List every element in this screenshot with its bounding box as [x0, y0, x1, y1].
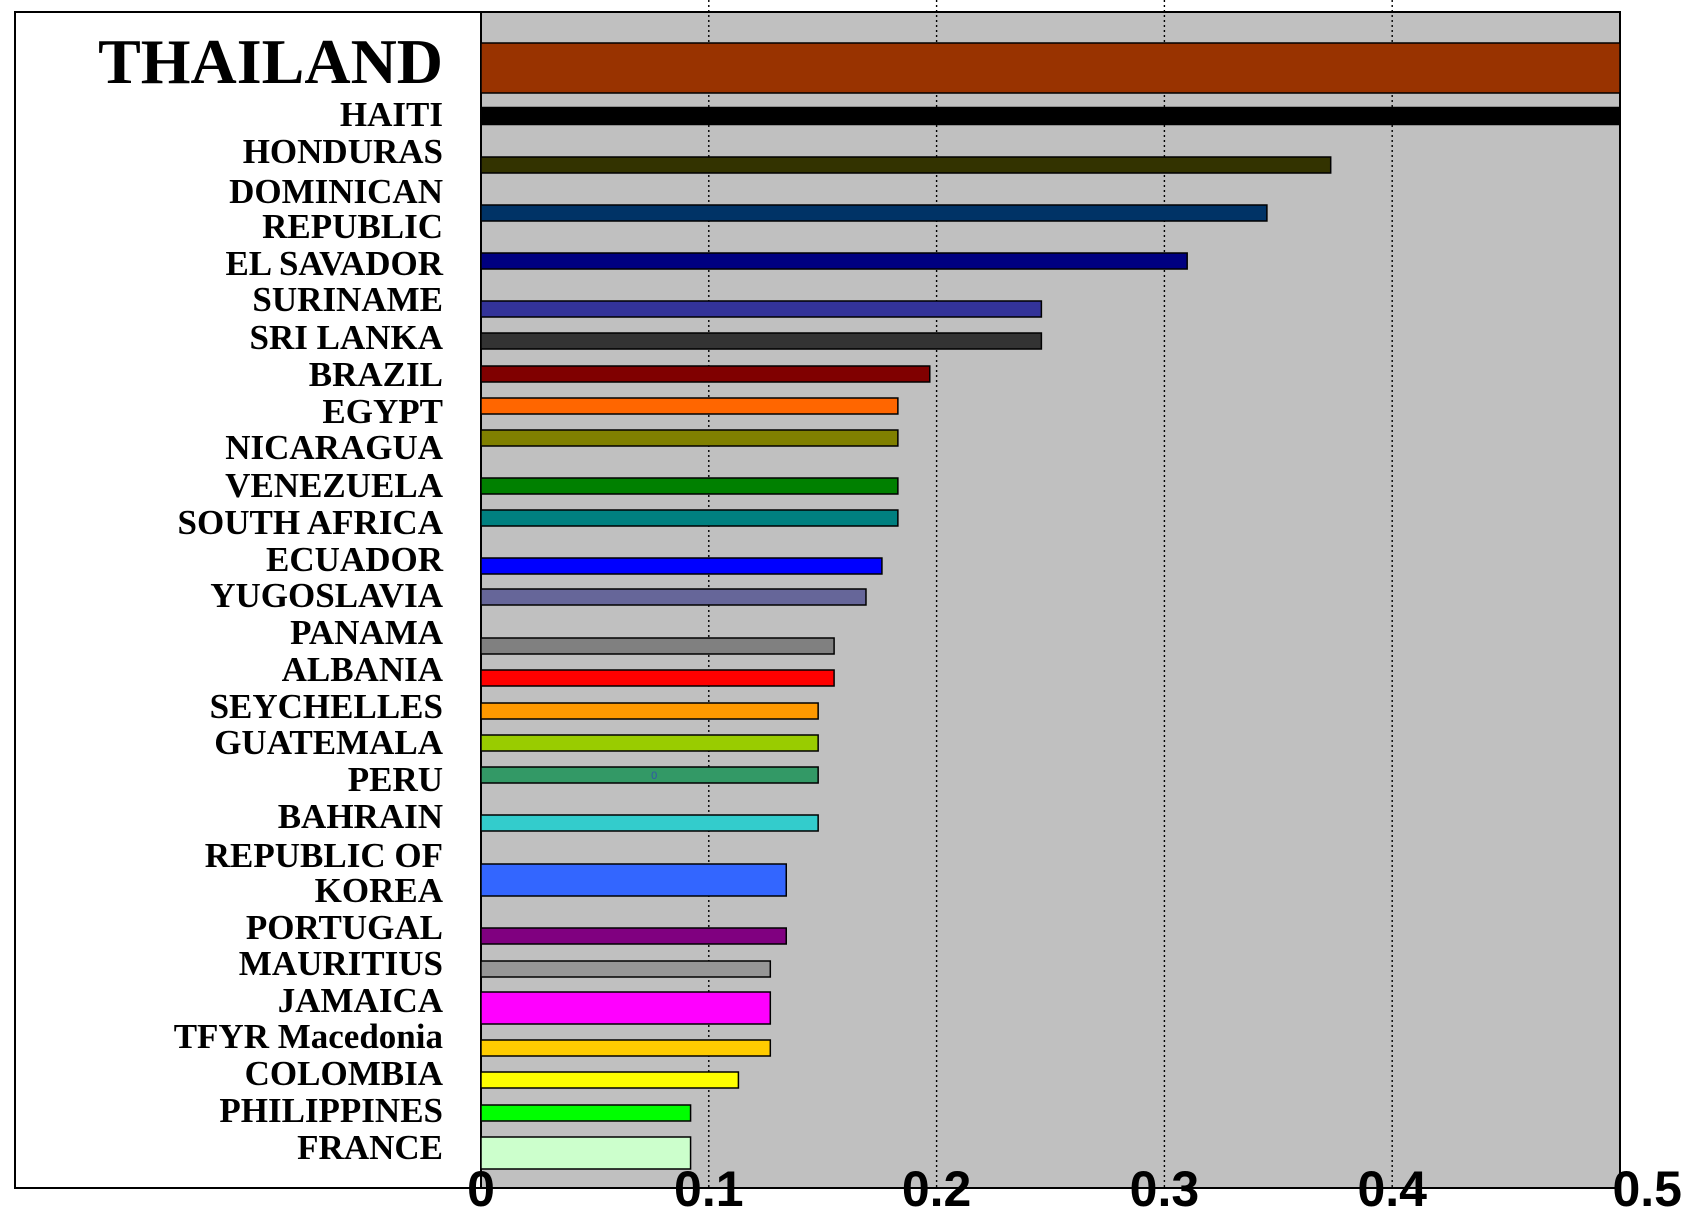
category-label: YUGOSLAVIA: [210, 576, 443, 615]
category-label: REPUBLIC: [262, 207, 443, 246]
category-label: ECUADOR: [266, 540, 444, 579]
x-axis-ticks: 0 0.1 0.2 0.3 0.4 0.5: [467, 1161, 1682, 1216]
category-label: GUATEMALA: [214, 723, 444, 762]
bar: [480, 300, 1043, 318]
category-label: SRI LANKA: [249, 318, 443, 357]
annotation-label: 0: [651, 770, 657, 782]
category-label: VENEZUELA: [225, 466, 444, 505]
category-label: ALBANIA: [282, 650, 444, 689]
category-label: BRAZIL: [309, 355, 443, 394]
category-label: JAMAICA: [278, 981, 444, 1020]
bars: [480, 42, 1621, 1170]
bar: [480, 509, 899, 527]
category-label: NICARAGUA: [225, 428, 444, 467]
bar: [480, 863, 788, 897]
bar: [480, 1071, 740, 1089]
category-label: FRANCE: [297, 1128, 443, 1167]
category-label: SOUTH AFRICA: [178, 503, 444, 542]
category-label: EGYPT: [322, 392, 443, 431]
bar: [480, 960, 772, 978]
bar: [480, 204, 1268, 222]
category-label: HAITI: [340, 95, 443, 134]
bar: [480, 397, 899, 415]
bar: [480, 106, 1621, 126]
x-tick-label: 0: [467, 1161, 495, 1216]
x-tick-label: 0.2: [902, 1161, 972, 1216]
bar: [480, 1104, 692, 1122]
category-label: HONDURAS: [243, 132, 443, 171]
bar: [480, 252, 1188, 270]
bar: [480, 557, 883, 575]
bar: [480, 734, 819, 752]
category-label: SEYCHELLES: [210, 687, 443, 726]
category-label: SURINAME: [252, 280, 443, 319]
bar: [480, 669, 835, 687]
category-label: REPUBLIC OF: [205, 836, 443, 875]
bar: [480, 1136, 692, 1170]
bar: [480, 927, 788, 945]
bar: [480, 637, 835, 655]
bar: [480, 429, 899, 447]
annotations: 0: [651, 770, 657, 782]
bar: [480, 702, 819, 720]
bar: [480, 1039, 772, 1057]
category-label: TFYR Macedonia: [174, 1017, 443, 1056]
bar: [480, 365, 931, 383]
bar: [480, 156, 1332, 174]
bar: [480, 477, 899, 495]
category-label: PHILIPPINES: [219, 1091, 443, 1130]
category-label: PERU: [348, 760, 443, 799]
bar: [480, 42, 1621, 94]
x-tick-label: 0.4: [1357, 1161, 1427, 1216]
category-label: DOMINICAN: [229, 172, 443, 211]
category-label: PANAMA: [290, 613, 444, 652]
x-tick-label: 0.5: [1612, 1161, 1682, 1216]
bar: [480, 332, 1043, 350]
category-label: EL SAVADOR: [225, 244, 443, 283]
gridlines: [708, 0, 1393, 1188]
category-labels: THAILANDHAITIHONDURASDOMINICANREPUBLICEL…: [98, 26, 444, 1167]
category-label: MAURITIUS: [239, 944, 443, 983]
category-label: PORTUGAL: [246, 908, 443, 947]
category-label: BAHRAIN: [278, 797, 443, 836]
category-label: KOREA: [315, 871, 444, 910]
bar: [480, 991, 772, 1025]
x-tick-label: 0.3: [1130, 1161, 1200, 1216]
bar: [480, 588, 867, 606]
bar: [480, 814, 819, 832]
x-tick-label: 0.1: [674, 1161, 744, 1216]
bar: [480, 766, 819, 784]
category-label: COLOMBIA: [245, 1054, 444, 1093]
category-label: THAILAND: [98, 26, 443, 97]
